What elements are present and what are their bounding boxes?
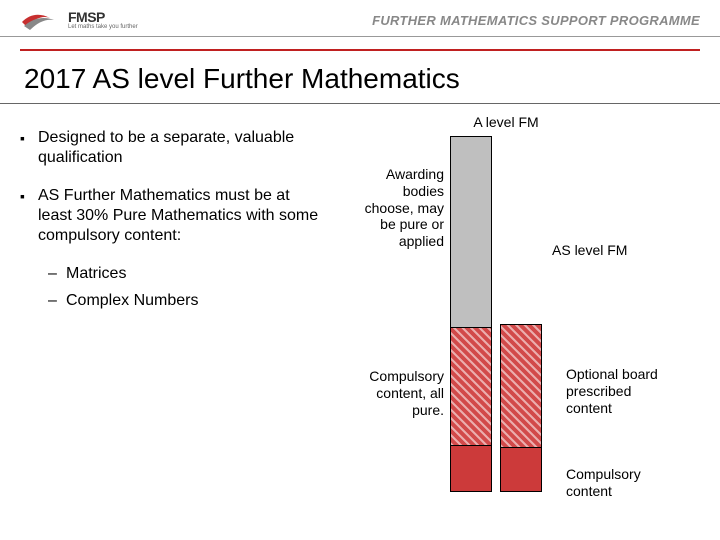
bullet-2: ▪ AS Further Mathematics must be at leas… — [20, 186, 320, 246]
dash-icon: – — [48, 291, 66, 312]
chart-area: A level FM Awarding bodies choose, may b… — [330, 114, 700, 514]
fmsp-swoosh-icon — [20, 8, 64, 32]
logo-tagline: Let maths take you further — [68, 24, 138, 30]
dash-icon: – — [48, 264, 66, 285]
bar-a-hatch-seg — [451, 327, 491, 445]
bar-as-level — [500, 324, 542, 492]
programme-title: FURTHER MATHEMATICS SUPPORT PROGRAMME — [372, 13, 700, 28]
sub-text: Matrices — [66, 264, 126, 285]
bar-b-red-seg — [501, 447, 541, 491]
slide-title: 2017 AS level Further Mathematics — [0, 59, 720, 104]
sub-text: Complex Numbers — [66, 291, 198, 312]
red-divider — [20, 49, 700, 51]
bullet-text: AS Further Mathematics must be at least … — [38, 186, 320, 246]
bar-a-red-seg — [451, 445, 491, 491]
bullet-1: ▪ Designed to be a separate, valuable qu… — [20, 128, 320, 168]
chart-title: A level FM — [446, 114, 566, 131]
logo-main: FMSP — [68, 10, 138, 24]
label-optional: Optional board prescribed content — [566, 366, 676, 416]
sub-bullet-2: – Complex Numbers — [48, 291, 320, 312]
bullet-list: ▪ Designed to be a separate, valuable qu… — [20, 114, 320, 514]
label-as-level: AS level FM — [552, 242, 627, 259]
content-area: ▪ Designed to be a separate, valuable qu… — [0, 114, 720, 514]
logo-block: FMSP Let maths take you further — [20, 8, 138, 32]
label-compulsory-pure: Compulsory content, all pure. — [344, 368, 444, 418]
slide-header: FMSP Let maths take you further FURTHER … — [0, 0, 720, 37]
bar-b-hatch-seg — [501, 325, 541, 447]
logo-text: FMSP Let maths take you further — [68, 10, 138, 30]
sub-bullet-1: – Matrices — [48, 264, 320, 285]
bar-a-level — [450, 136, 492, 492]
label-awarding: Awarding bodies choose, may be pure or a… — [358, 166, 444, 250]
square-bullet-icon: ▪ — [20, 128, 38, 168]
square-bullet-icon: ▪ — [20, 186, 38, 246]
bullet-text: Designed to be a separate, valuable qual… — [38, 128, 320, 168]
label-compulsory: Compulsory content — [566, 466, 676, 500]
bar-a-gray-seg — [451, 137, 491, 327]
